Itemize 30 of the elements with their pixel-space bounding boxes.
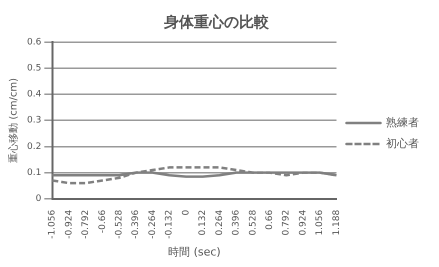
y-tick-label: 0.6 (26, 37, 42, 48)
x-tick-label: -0.792 (81, 210, 92, 239)
x-tick-label: 0 (181, 210, 192, 216)
chart-title: 身体重心の比較 (163, 12, 270, 31)
x-tick-label: 0.792 (282, 210, 292, 236)
x-tick-label: -0.396 (131, 210, 142, 239)
y-tick-label: 0 (36, 194, 42, 204)
x-tick-label: 0.396 (232, 210, 242, 236)
x-tick-label: 0.528 (248, 210, 258, 236)
x-tick-label: 0.132 (198, 210, 208, 236)
x-tick-label: -0.264 (148, 210, 158, 239)
x-tick-label: 1.056 (315, 210, 326, 236)
x-axis-title: 時間 (sec) (168, 245, 221, 258)
y-axis-title: 重心移動 (cm/cm) (8, 78, 20, 163)
x-tick-label: 0.264 (214, 210, 225, 236)
x-tick-label: -0.132 (164, 210, 175, 239)
y-tick-label: 0.1 (26, 168, 42, 178)
y-tick-label: 0.4 (26, 90, 42, 100)
legend-label: 初心者 (386, 136, 419, 150)
x-tick-label: 0.66 (264, 210, 275, 230)
x-tick-label: 0.924 (298, 210, 308, 236)
x-tick-label: -0.924 (64, 210, 74, 239)
x-tick-label: -0.66 (98, 210, 108, 234)
y-tick-label: 0.2 (26, 142, 42, 152)
legend-label: 熟練者 (386, 116, 419, 129)
y-tick-label: 0.3 (26, 116, 42, 126)
y-tick-label: 0.5 (26, 63, 42, 74)
x-tick-label: 1.188 (332, 210, 342, 236)
x-tick-label: -1.056 (48, 210, 58, 239)
x-tick-label: -0.528 (114, 210, 125, 239)
